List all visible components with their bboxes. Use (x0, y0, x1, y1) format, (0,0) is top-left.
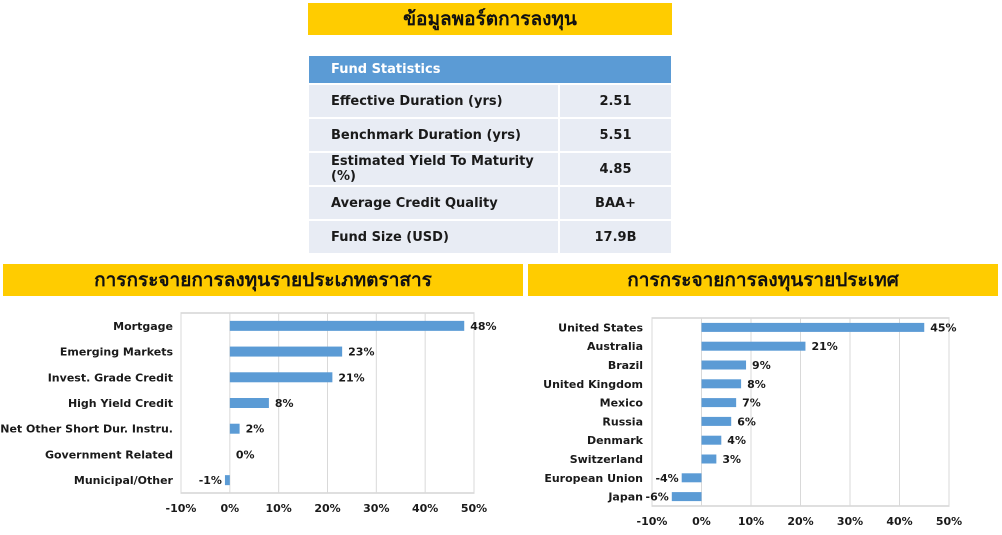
x-tick-label: 50% (936, 515, 962, 528)
row-label: Average Credit Quality (309, 185, 560, 220)
category-label: Japan (607, 491, 643, 504)
bar (671, 492, 702, 502)
x-tick-label: 50% (461, 502, 487, 515)
x-tick-label: -10% (166, 502, 197, 515)
category-label: Emerging Markets (60, 346, 174, 359)
table-row: Benchmark Duration (yrs) 5.51 (309, 117, 671, 152)
x-tick-label: 20% (787, 515, 813, 528)
bar (229, 423, 240, 434)
table-row: Fund Size (USD) 17.9B (309, 219, 671, 253)
bar (701, 379, 742, 389)
data-label: 6% (737, 415, 756, 428)
section-title-country-banner: การกระจายการลงทุนรายประเทศ (528, 264, 998, 296)
data-label: -4% (655, 472, 678, 485)
category-label: Mexico (600, 397, 644, 410)
data-label: 0% (236, 448, 255, 461)
x-tick-label: 0% (220, 502, 239, 515)
data-label: 2% (246, 423, 265, 436)
bar (229, 320, 465, 331)
allocation-by-country-chart: -10% 0% 10% 20% 30% 40% 50% United States 45% Aus… (543, 317, 962, 528)
x-tick-label: -10% (637, 515, 668, 528)
category-label: Australia (587, 340, 643, 353)
data-label: 48% (470, 320, 496, 333)
data-label: 45% (930, 321, 956, 334)
x-tick-label: 30% (363, 502, 389, 515)
x-tick-label: 0% (692, 515, 711, 528)
category-label: Government Related (45, 448, 173, 461)
category-label: Mortgage (113, 320, 173, 333)
row-value: 5.51 (559, 117, 671, 152)
category-label: Brazil (608, 359, 643, 372)
section-title-country: การกระจายการลงทุนรายประเทศ (627, 269, 899, 291)
bar (229, 346, 343, 357)
table-header-row: Fund Statistics (309, 56, 671, 84)
data-label: 8% (275, 397, 294, 410)
category-label: Switzerland (570, 453, 643, 466)
category-label: United States (558, 321, 643, 334)
row-label: Estimated Yield To Maturity (%) (309, 151, 560, 186)
category-label: European Union (544, 472, 643, 485)
x-tick-label: 30% (837, 515, 863, 528)
data-label: -1% (199, 474, 222, 487)
table-header: Fund Statistics (309, 56, 671, 84)
data-label: 4% (727, 434, 746, 447)
data-label: 23% (348, 346, 374, 359)
category-label: Denmark (587, 434, 644, 447)
section-title-type-banner: การกระจายการลงทุนรายประเภทตราสาร (3, 264, 523, 296)
data-label: 7% (742, 397, 761, 410)
section-title-type: การกระจายการลงทุนรายประเภทตราสาร (94, 269, 432, 291)
data-label: 21% (338, 371, 364, 384)
bar (229, 398, 269, 408)
bar (701, 322, 925, 332)
data-label: 3% (722, 453, 741, 466)
row-value: 17.9B (559, 219, 671, 253)
allocation-by-type-chart: -10% 0% 10% 20% 30% 40% 50% Mortgage 48% Emerging… (0, 312, 497, 515)
x-tick-label: 40% (412, 502, 438, 515)
bar (701, 360, 747, 370)
x-tick-label: 10% (738, 515, 764, 528)
category-label: High Yield Credit (68, 397, 173, 410)
table-row: Average Credit Quality BAA+ (309, 185, 671, 220)
row-value: 4.85 (559, 151, 671, 186)
row-label: Benchmark Duration (yrs) (309, 117, 560, 152)
row-label: Effective Duration (yrs) (309, 83, 560, 118)
row-label: Fund Size (USD) (309, 219, 560, 253)
bar (681, 473, 702, 483)
bar (224, 475, 230, 486)
table-row: Effective Duration (yrs) 2.51 (309, 83, 671, 118)
category-label: United Kingdom (543, 378, 643, 391)
category-label: Russia (602, 415, 643, 428)
table-row: Estimated Yield To Maturity (%) 4.85 (309, 151, 671, 186)
bar (701, 435, 722, 445)
category-label: Invest. Grade Credit (48, 371, 173, 384)
data-label: 9% (752, 359, 771, 372)
row-value: 2.51 (559, 83, 671, 118)
bar (701, 398, 737, 408)
bar (701, 416, 732, 426)
row-value: BAA+ (559, 185, 671, 220)
main-title: ข้อมูลพอร์ตการลงทุน (403, 8, 577, 30)
x-tick-label: 10% (265, 502, 291, 515)
category-label: Net Other Short Dur. Instru. (0, 423, 173, 436)
data-label: -6% (646, 491, 669, 504)
data-label: 8% (747, 378, 766, 391)
data-label: 21% (811, 340, 837, 353)
fund-statistics-table: Fund Statistics Effective Duration (yrs)… (309, 56, 671, 253)
main-title-banner: ข้อมูลพอร์ตการลงทุน (308, 3, 672, 35)
bar (229, 372, 333, 383)
bar (701, 454, 717, 464)
x-tick-label: 40% (886, 515, 912, 528)
category-label: Municipal/Other (74, 474, 174, 487)
x-tick-label: 20% (314, 502, 340, 515)
bar (701, 341, 806, 351)
